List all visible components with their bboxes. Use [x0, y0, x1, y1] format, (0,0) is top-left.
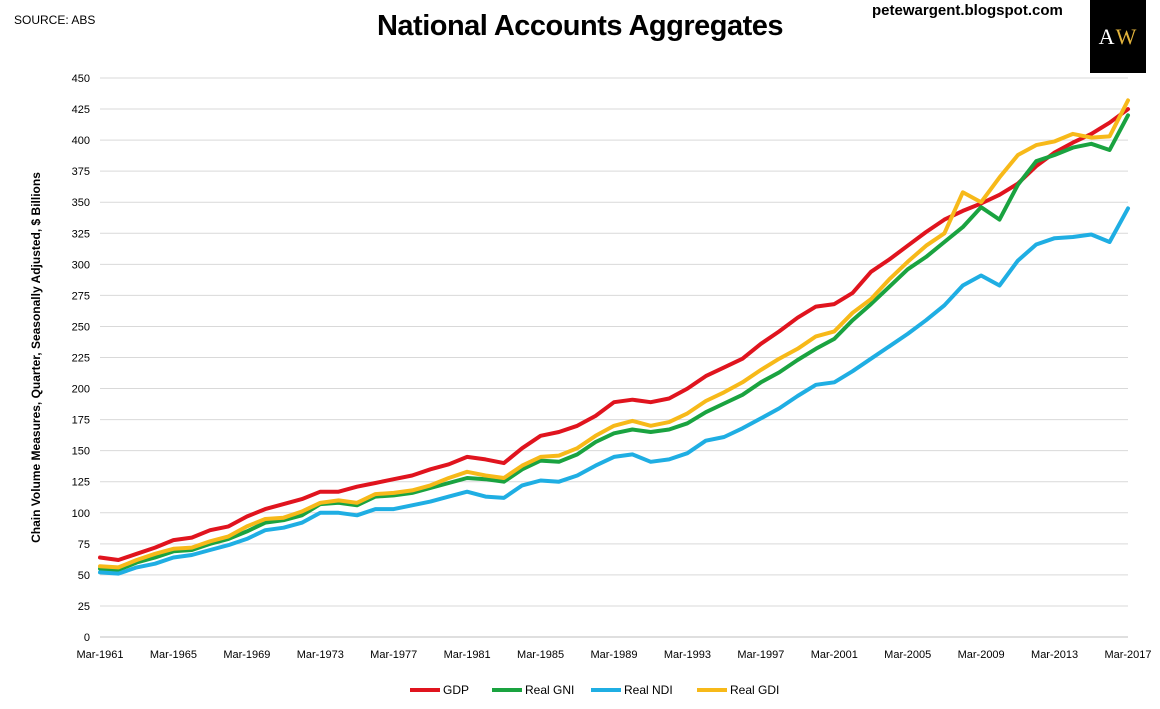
y-tick-label: 175	[72, 415, 90, 427]
x-axis-ticks: Mar-1961 Mar-1965 Mar-1969 Mar-1973 Mar-1977…	[76, 649, 1151, 661]
y-tick-label: 50	[78, 570, 90, 582]
legend: GDP Real GNI Real NDI Real GDI	[410, 683, 779, 697]
y-tick-label: 75	[78, 539, 90, 551]
x-tick-label: Mar-2009	[958, 649, 1005, 661]
source-note: SOURCE: ABS	[14, 13, 96, 27]
series-lines	[98, 98, 1130, 576]
x-tick-label: Mar-1961	[76, 649, 123, 661]
y-tick-label: 450	[72, 73, 90, 85]
x-tick-label: Mar-1965	[150, 649, 197, 661]
x-tick-label: Mar-1981	[444, 649, 491, 661]
legend-label: Real NDI	[624, 683, 673, 697]
x-tick-label: Mar-1985	[517, 649, 564, 661]
blog-url[interactable]: petewargent.blogspot.com	[872, 2, 1063, 19]
series-line-real-ndi	[98, 206, 1130, 576]
y-tick-label: 250	[72, 321, 90, 333]
y-tick-label: 0	[84, 632, 90, 644]
y-tick-label: 100	[72, 508, 90, 520]
y-axis-ticks: 0 25 50 75 100 125 150 175 200 225 250 275 300 325 350…	[72, 73, 90, 644]
gridlines	[100, 77, 1128, 607]
y-tick-label: 125	[72, 477, 90, 489]
y-tick-label: 200	[72, 384, 90, 396]
y-tick-label: 25	[78, 601, 90, 613]
x-tick-label: Mar-2017	[1104, 649, 1151, 661]
legend-label: Real GNI	[525, 683, 574, 697]
x-tick-label: Mar-1989	[590, 649, 637, 661]
y-tick-label: 300	[72, 259, 90, 271]
x-tick-label: Mar-1969	[223, 649, 270, 661]
x-tick-label: Mar-1973	[297, 649, 344, 661]
y-tick-label: 400	[72, 135, 90, 147]
x-tick-label: Mar-2013	[1031, 649, 1078, 661]
logo-letter-a: A	[1098, 23, 1116, 49]
y-tick-label: 150	[72, 446, 90, 458]
legend-label: Real GDI	[730, 683, 779, 697]
y-tick-label: 375	[72, 166, 90, 178]
y-tick-label: 325	[72, 228, 90, 240]
chart-title: National Accounts Aggregates	[376, 10, 784, 42]
x-tick-label: Mar-1997	[737, 649, 784, 661]
x-tick-label: Mar-1977	[370, 649, 417, 661]
logo-letter-w: W	[1115, 23, 1138, 49]
y-tick-label: 425	[72, 104, 90, 116]
series-line-gdp	[98, 107, 1130, 562]
y-tick-label: 350	[72, 197, 90, 209]
x-tick-label: Mar-2005	[884, 649, 931, 661]
legend-label: GDP	[443, 683, 469, 697]
y-tick-label: 275	[72, 290, 90, 302]
y-tick-label: 225	[72, 353, 90, 365]
x-tick-label: Mar-1993	[664, 649, 711, 661]
x-tick-label: Mar-2001	[811, 649, 858, 661]
series-line-real-gdi	[98, 98, 1130, 570]
y-axis-label: Chain Volume Measures, Quarter, Seasonal…	[29, 172, 43, 543]
series-line-real-gni	[98, 113, 1130, 572]
